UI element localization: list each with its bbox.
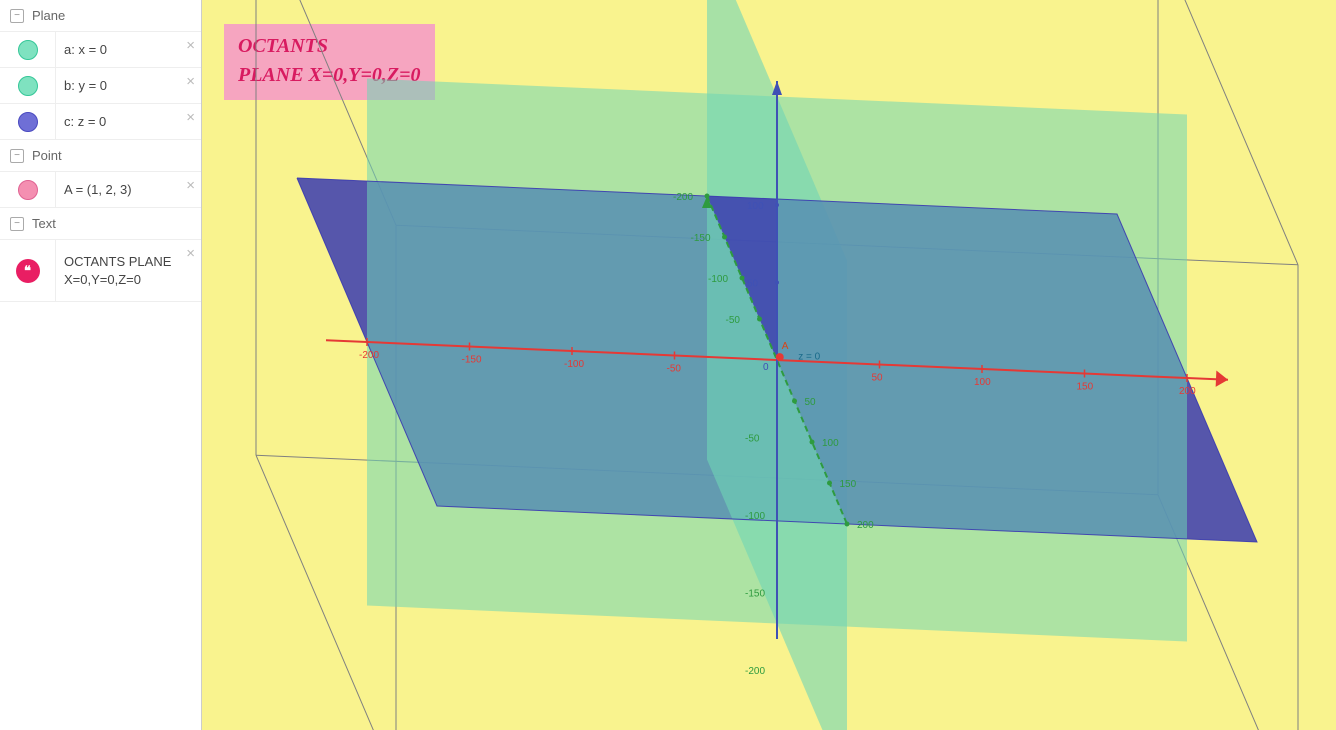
svg-text:-50: -50	[667, 364, 682, 375]
svg-text:z = 0: z = 0	[798, 351, 820, 362]
svg-text:-50: -50	[726, 315, 741, 326]
svg-text:50: 50	[747, 279, 759, 290]
collapse-icon[interactable]: −	[10, 217, 24, 231]
plane-a-swatch[interactable]	[18, 40, 38, 60]
svg-text:50: 50	[872, 373, 884, 384]
plane-b-swatch[interactable]	[18, 76, 38, 96]
graphics-3d-view[interactable]: OCTANTS PLANE X=0,Y=0,Z=0 -200-150-100-5…	[202, 0, 1336, 730]
svg-text:200: 200	[1179, 386, 1196, 397]
text-obj-label: OCTANTS PLANE X=0,Y=0,Z=0	[56, 240, 201, 301]
close-icon[interactable]: ×	[186, 38, 195, 53]
scene-svg[interactable]: -200 -150 -100 -50 50 100 150 200 50 100 0 -200 -150…	[202, 0, 1336, 730]
svg-text:-200: -200	[359, 350, 379, 361]
plane-c-label: c: z = 0	[56, 104, 201, 139]
collapse-icon[interactable]: −	[10, 9, 24, 23]
svg-text:100: 100	[974, 377, 991, 388]
svg-text:50: 50	[805, 397, 817, 408]
plane-c-row[interactable]: c: z = 0 ×	[0, 104, 201, 140]
close-icon[interactable]: ×	[186, 74, 195, 89]
svg-text:100: 100	[822, 438, 839, 449]
close-icon[interactable]: ×	[186, 110, 195, 125]
svg-text:150: 150	[1077, 382, 1094, 393]
svg-text:-100: -100	[708, 274, 728, 285]
section-header-plane[interactable]: − Plane	[0, 0, 201, 32]
plane-a-label: a: x = 0	[56, 32, 201, 67]
text-obj-row[interactable]: ❝ OCTANTS PLANE X=0,Y=0,Z=0 ×	[0, 240, 201, 302]
svg-text:-50: -50	[745, 434, 760, 445]
swatch-cell[interactable]	[0, 104, 56, 139]
swatch-cell[interactable]	[0, 172, 56, 207]
point-A-label: A = (1, 2, 3)	[56, 172, 201, 207]
svg-text:-200: -200	[673, 192, 693, 203]
section-title: Plane	[32, 8, 65, 23]
swatch-cell[interactable]: ❝	[0, 240, 56, 301]
plane-b-row[interactable]: b: y = 0 ×	[0, 68, 201, 104]
svg-text:0: 0	[763, 362, 769, 373]
text-icon[interactable]: ❝	[16, 259, 40, 283]
svg-text:200: 200	[857, 520, 874, 531]
svg-text:-200: -200	[745, 666, 765, 677]
svg-text:150: 150	[840, 479, 857, 490]
svg-text:-150: -150	[462, 355, 482, 366]
section-header-point[interactable]: − Point	[0, 140, 201, 172]
svg-text:-100: -100	[745, 511, 765, 522]
algebra-sidebar: − Plane a: x = 0 × b: y = 0 × c: z = 0 ×…	[0, 0, 202, 730]
close-icon[interactable]: ×	[186, 178, 195, 193]
section-title: Text	[32, 216, 56, 231]
section-header-text[interactable]: − Text	[0, 208, 201, 240]
svg-text:-150: -150	[691, 233, 711, 244]
point-A-row[interactable]: A = (1, 2, 3) ×	[0, 172, 201, 208]
svg-text:A: A	[782, 341, 789, 352]
svg-text:100: 100	[747, 201, 764, 212]
section-title: Point	[32, 148, 62, 163]
point-A-swatch[interactable]	[18, 180, 38, 200]
svg-text:-150: -150	[745, 589, 765, 600]
plane-a-row[interactable]: a: x = 0 ×	[0, 32, 201, 68]
collapse-icon[interactable]: −	[10, 149, 24, 163]
svg-text:-100: -100	[564, 359, 584, 370]
close-icon[interactable]: ×	[186, 246, 195, 261]
swatch-cell[interactable]	[0, 32, 56, 67]
plane-b-label: b: y = 0	[56, 68, 201, 103]
swatch-cell[interactable]	[0, 68, 56, 103]
plane-c-swatch[interactable]	[18, 112, 38, 132]
